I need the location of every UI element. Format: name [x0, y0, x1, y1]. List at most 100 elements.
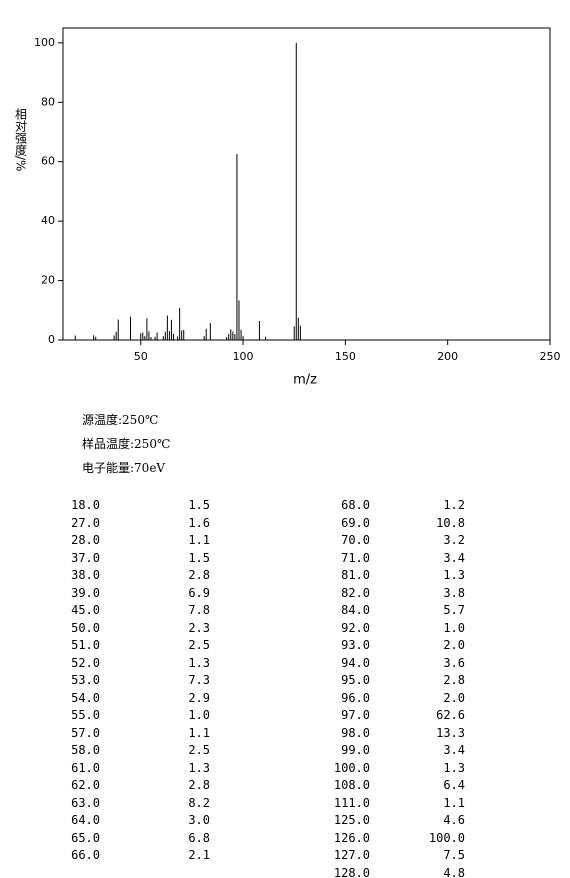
plot-frame: [62, 27, 551, 341]
intensity-cell: 7.5: [443, 848, 465, 862]
mz-cell: 125.0: [333, 813, 370, 827]
mz-cell: 55.0: [71, 708, 100, 722]
mz-cell: 64.0: [71, 813, 100, 827]
x-tick-label: 50: [134, 350, 148, 363]
mz-cell: 70.0: [341, 533, 370, 547]
intensity-cell: 6.4: [443, 778, 465, 792]
intensity-cell: 1.5: [188, 498, 210, 512]
mz-cell: 51.0: [71, 638, 100, 652]
mz-cell: 98.0: [341, 725, 370, 740]
intensity-cell: 1.3: [443, 568, 465, 582]
y-tick-label: 20: [41, 274, 55, 287]
mz-cell: 61.0: [71, 760, 100, 775]
y-tick-label: 60: [41, 155, 55, 168]
intensity-cell: 1.0: [188, 708, 210, 722]
mz-cell: 39.0: [71, 585, 100, 600]
mz-cell: 52.0: [71, 655, 100, 670]
mz-cell: 68.0: [341, 498, 370, 512]
intensity-cell: 8.2: [188, 795, 210, 810]
info-line: 源温度:250℃: [82, 413, 159, 427]
mz-cell: 45.0: [71, 603, 100, 617]
mz-cell: 50.0: [71, 620, 100, 635]
info-line: 样品温度:250℃: [82, 437, 171, 451]
intensity-cell: 62.6: [436, 708, 465, 722]
x-tick-label: 250: [540, 350, 561, 363]
intensity-cell: 2.5: [188, 743, 210, 757]
mz-cell: 126.0: [333, 830, 370, 845]
x-tick-label: 200: [437, 350, 458, 363]
intensity-cell: 1.2: [443, 498, 465, 512]
mz-cell: 82.0: [341, 585, 370, 600]
intensity-cell: 2.8: [188, 778, 210, 792]
intensity-cell: 3.4: [443, 550, 465, 565]
mz-cell: 53.0: [71, 673, 100, 687]
intensity-cell: 4.8: [443, 865, 465, 878]
intensity-cell: 1.6: [188, 515, 210, 530]
intensity-cell: 3.2: [443, 533, 465, 547]
intensity-cell: 1.3: [443, 760, 465, 775]
mz-cell: 27.0: [71, 515, 100, 530]
intensity-cell: 5.7: [443, 603, 465, 617]
mz-cell: 28.0: [71, 533, 100, 547]
intensity-cell: 4.6: [443, 813, 465, 827]
intensity-cell: 13.3: [436, 725, 465, 740]
mz-cell: 18.0: [71, 498, 100, 512]
y-tick-label: 0: [48, 333, 55, 346]
y-tick-label: 80: [41, 95, 55, 108]
mz-cell: 84.0: [341, 603, 370, 617]
mz-cell: 65.0: [71, 830, 100, 845]
y-tick-label: 100: [34, 36, 55, 49]
mz-cell: 71.0: [341, 550, 370, 565]
mz-cell: 93.0: [341, 638, 370, 652]
intensity-cell: 1.0: [443, 620, 465, 635]
mz-cell: 128.0: [333, 865, 370, 878]
intensity-cell: 2.3: [188, 620, 210, 635]
mz-cell: 99.0: [341, 743, 370, 757]
mz-cell: 92.0: [341, 620, 370, 635]
intensity-cell: 2.5: [188, 638, 210, 652]
x-tick-label: 100: [233, 350, 254, 363]
intensity-cell: 1.5: [188, 550, 210, 565]
mz-cell: 95.0: [341, 673, 370, 687]
intensity-cell: 1.3: [188, 760, 210, 775]
intensity-cell: 1.1: [188, 725, 210, 740]
mz-cell: 63.0: [71, 795, 100, 810]
mz-cell: 127.0: [333, 848, 370, 862]
mz-cell: 111.0: [333, 795, 370, 810]
mz-cell: 66.0: [71, 848, 100, 862]
intensity-cell: 7.3: [188, 673, 210, 687]
chart: m/z 相对强度/% 0 20 40 60 80 100 50 100 150 200 250: [14, 27, 561, 388]
info-line: 电子能量:70eV: [82, 461, 166, 475]
intensity-cell: 1.1: [443, 795, 465, 810]
mz-cell: 57.0: [71, 725, 100, 740]
mz-cell: 58.0: [71, 743, 100, 757]
intensity-cell: 1.1: [188, 533, 210, 547]
mz-cell: 62.0: [71, 778, 100, 792]
mz-cell: 81.0: [341, 568, 370, 582]
intensity-cell: 10.8: [436, 515, 465, 530]
x-axis-label: m/z: [293, 373, 317, 388]
mz-cell: 38.0: [71, 568, 100, 582]
mz-cell: 97.0: [341, 708, 370, 722]
intensity-cell: 3.8: [443, 585, 465, 600]
intensity-cell: 6.8: [188, 830, 210, 845]
intensity-cell: 3.0: [188, 813, 210, 827]
mz-cell: 94.0: [341, 655, 370, 670]
mz-cell: 96.0: [341, 690, 370, 705]
intensity-cell: 6.9: [188, 585, 210, 600]
x-tick-label: 150: [335, 350, 356, 363]
intensity-cell: 2.9: [188, 690, 210, 705]
intensity-cell: 100.0: [428, 830, 465, 845]
intensity-cell: 2.8: [188, 568, 210, 582]
mz-cell: 54.0: [71, 690, 100, 705]
y-axis-label: 相对强度/%: [14, 108, 28, 172]
mz-cell: 37.0: [71, 550, 100, 565]
mz-cell: 108.0: [333, 778, 370, 792]
intensity-cell: 2.0: [443, 638, 465, 652]
mz-cell: 100.0: [333, 760, 370, 775]
intensity-cell: 1.3: [188, 655, 210, 670]
intensity-cell: 2.1: [188, 848, 210, 862]
intensity-cell: 7.8: [188, 603, 210, 617]
intensity-cell: 2.8: [443, 673, 465, 687]
